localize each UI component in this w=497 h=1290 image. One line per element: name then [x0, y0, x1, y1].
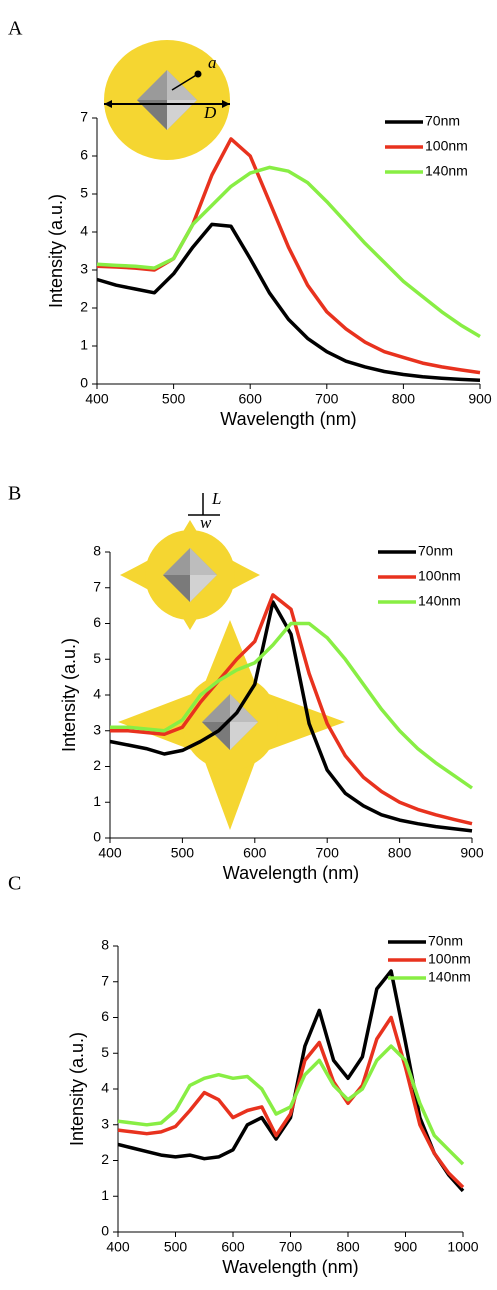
- series-line: [96, 137, 481, 375]
- y-tick-label: 8: [101, 937, 109, 953]
- x-tick-label: 700: [316, 845, 340, 861]
- x-tick-label: 500: [162, 391, 186, 407]
- y-tick-label: 0: [101, 1223, 109, 1239]
- x-tick-label: 400: [98, 845, 122, 861]
- x-axis-label: Wavelength (nm): [223, 863, 359, 883]
- series-line: [109, 600, 473, 833]
- y-tick-label: 7: [80, 109, 88, 125]
- y-axis-label: Intensity (a.u.): [67, 1032, 87, 1146]
- series-line: [96, 165, 481, 339]
- y-tick-label: 6: [101, 1008, 109, 1024]
- y-tick-label: 6: [93, 614, 101, 630]
- y-tick-label: 3: [101, 1115, 109, 1131]
- panel-label: A: [8, 18, 23, 40]
- y-tick-label: 5: [101, 1044, 109, 1060]
- y-axis-label: Intensity (a.u.): [46, 194, 66, 308]
- inset-tipped: [120, 493, 260, 630]
- series-line: [96, 222, 481, 382]
- series-line: [110, 621, 473, 790]
- y-tick-label: 0: [80, 375, 88, 391]
- x-axis-label: Wavelength (nm): [220, 409, 356, 429]
- x-tick-label: 400: [106, 1239, 130, 1255]
- x-tick-label: 600: [221, 1239, 245, 1255]
- y-tick-label: 1: [93, 793, 101, 809]
- x-tick-label: 900: [468, 391, 492, 407]
- legend-label: 100nm: [428, 951, 471, 967]
- legend-label: 70nm: [418, 543, 453, 559]
- y-tick-label: 4: [101, 1080, 109, 1096]
- annotation: w: [200, 513, 212, 532]
- y-tick-label: 2: [93, 757, 101, 773]
- y-tick-label: 7: [93, 578, 101, 594]
- y-tick-label: 2: [101, 1151, 109, 1167]
- y-tick-label: 0: [93, 829, 101, 845]
- x-tick-label: 800: [388, 845, 412, 861]
- legend-label: 140nm: [418, 593, 461, 609]
- y-tick-label: 3: [80, 261, 88, 277]
- x-tick-label: 500: [164, 1239, 188, 1255]
- x-tick-label: 500: [171, 845, 195, 861]
- x-tick-label: 1000: [447, 1239, 478, 1255]
- panel-label: C: [8, 873, 21, 895]
- y-tick-label: 3: [93, 721, 101, 737]
- legend-label: 100nm: [425, 138, 468, 154]
- legend-label: 140nm: [425, 163, 468, 179]
- legend-label: 100nm: [418, 568, 461, 584]
- x-tick-label: 700: [279, 1239, 303, 1255]
- annotation: a: [208, 53, 217, 72]
- series-line: [117, 1015, 465, 1189]
- y-tick-label: 7: [101, 972, 109, 988]
- x-axis-label: Wavelength (nm): [222, 1257, 358, 1277]
- legend-label: 140nm: [428, 969, 471, 985]
- series-line: [117, 969, 465, 1193]
- y-tick-label: 1: [80, 337, 88, 353]
- y-tick-label: 6: [80, 147, 88, 163]
- y-tick-label: 4: [80, 223, 88, 239]
- annotation: D: [203, 103, 217, 122]
- x-tick-label: 900: [394, 1239, 418, 1255]
- x-tick-label: 700: [315, 391, 339, 407]
- x-tick-label: 800: [336, 1239, 360, 1255]
- x-tick-label: 600: [243, 845, 267, 861]
- legend-label: 70nm: [428, 933, 463, 949]
- series-line: [110, 593, 473, 826]
- y-tick-label: 2: [80, 299, 88, 315]
- series-line: [117, 1044, 465, 1166]
- y-tick-label: 8: [93, 543, 101, 559]
- x-tick-label: 600: [239, 391, 263, 407]
- y-tick-label: 1: [101, 1187, 109, 1203]
- x-tick-label: 900: [460, 845, 484, 861]
- y-axis-label: Intensity (a.u.): [59, 638, 79, 752]
- legend-label: 70nm: [425, 113, 460, 129]
- y-tick-label: 5: [93, 650, 101, 666]
- x-tick-label: 800: [392, 391, 416, 407]
- inset-sphere: [104, 40, 230, 160]
- x-tick-label: 400: [85, 391, 109, 407]
- panel-label: B: [8, 483, 21, 505]
- annotation: L: [211, 489, 221, 508]
- y-tick-label: 5: [80, 185, 88, 201]
- y-tick-label: 4: [93, 686, 101, 702]
